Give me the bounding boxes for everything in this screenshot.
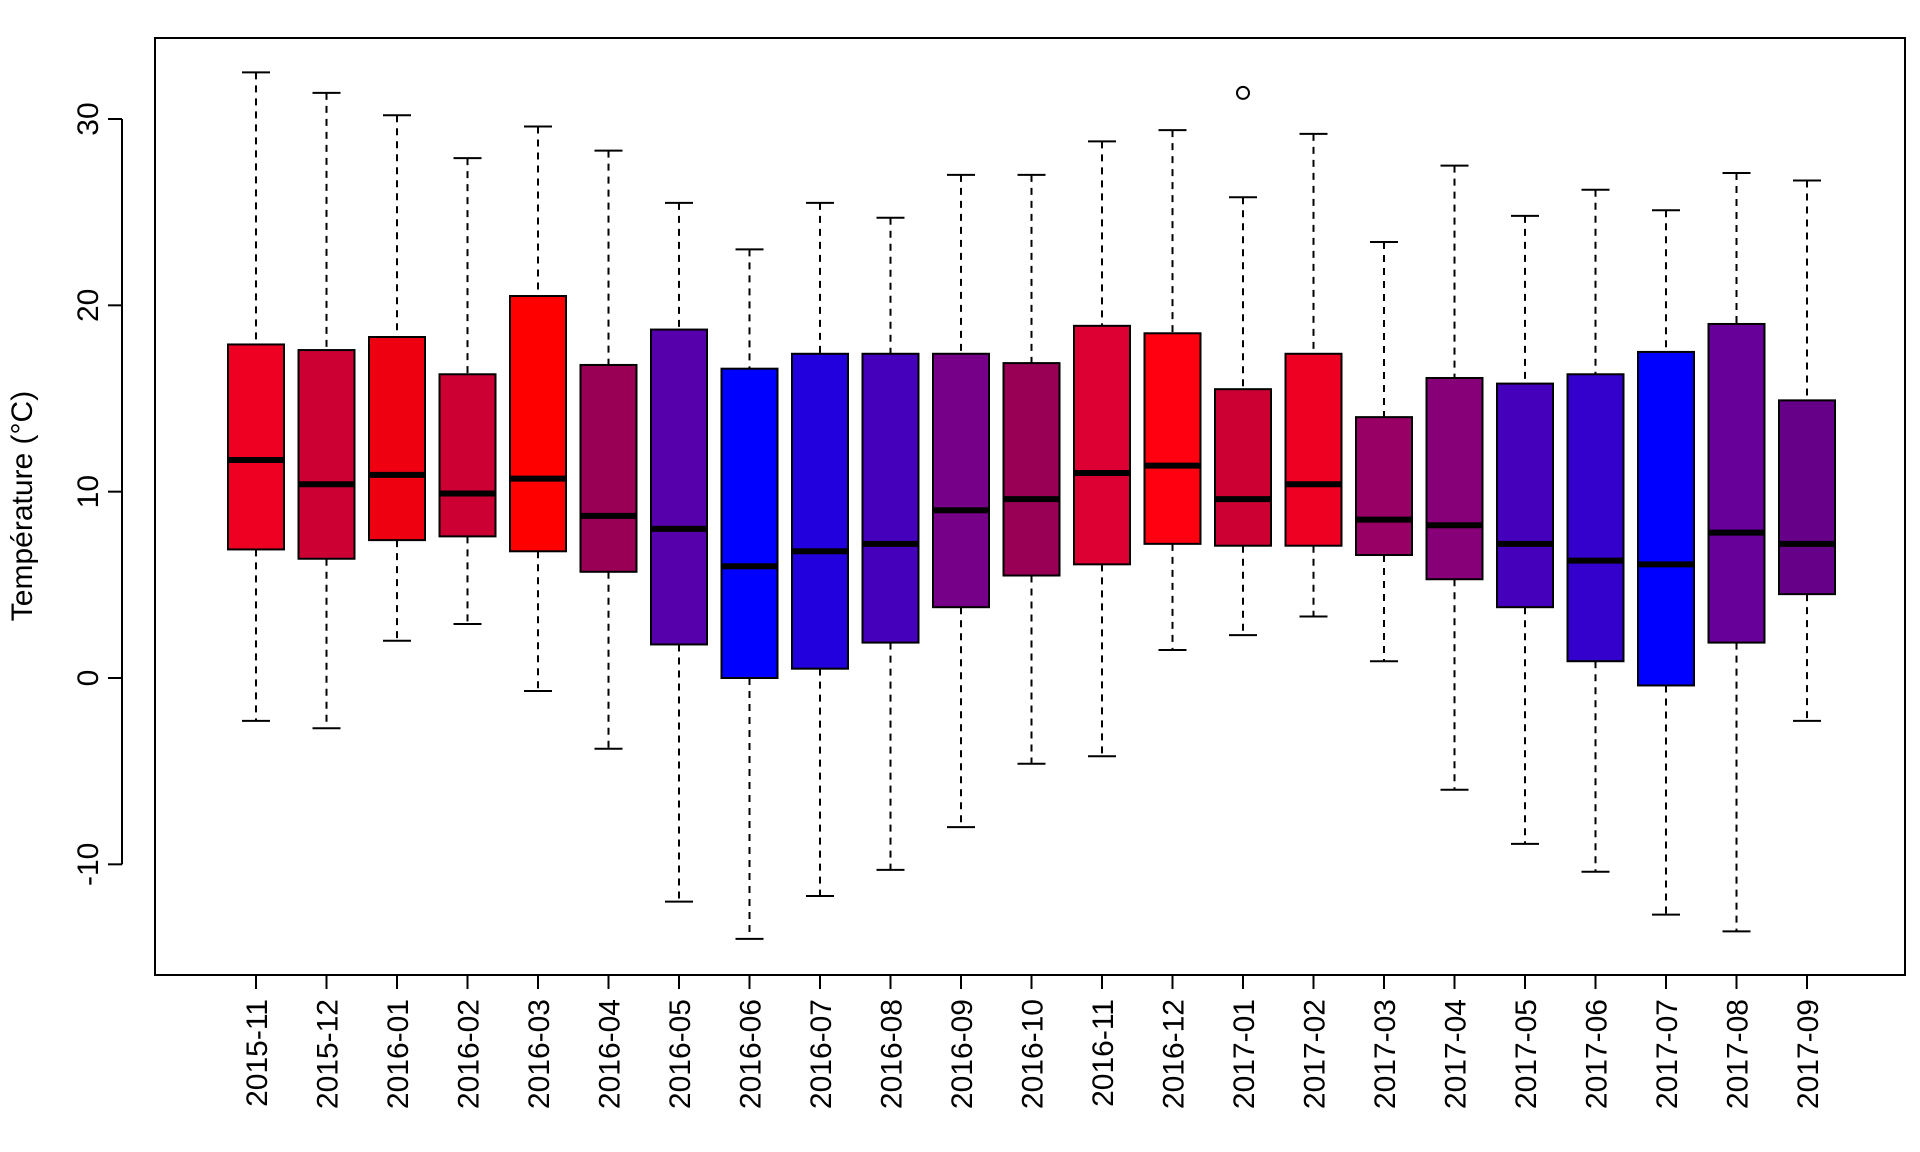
box-2015-12: [297, 91, 356, 730]
x-tick-label: 2017-02: [1299, 999, 1332, 1109]
box-2016-09: [932, 173, 990, 829]
box-2017-08: [1707, 172, 1766, 933]
outlier-point: [1236, 85, 1250, 100]
box-2016-07: [791, 201, 849, 898]
box-2017-06: [1566, 188, 1625, 873]
iqr-box: [297, 349, 356, 560]
iqr-box: [1073, 324, 1131, 566]
y-tick-label: -10: [72, 843, 105, 886]
x-tick-label: 2016-02: [453, 999, 486, 1109]
x-tick-label: 2016-05: [664, 999, 697, 1109]
y-tick-label: 10: [72, 475, 105, 508]
x-tick-label: 2015-11: [241, 999, 274, 1107]
box-2017-01: [1214, 85, 1272, 637]
x-tick-label: 2017-06: [1581, 999, 1614, 1109]
x-tick-label: 2016-04: [594, 999, 627, 1109]
x-tick-label: 2016-12: [1158, 999, 1191, 1109]
x-tick-label: 2017-03: [1369, 999, 1402, 1109]
box-2016-08: [861, 216, 920, 871]
iqr-box: [509, 295, 567, 553]
x-tick-label: 2016-11: [1087, 999, 1120, 1107]
box-2016-11: [1073, 140, 1131, 758]
x-tick-label: 2017-01: [1228, 999, 1261, 1109]
x-axis: 2015-11 2015-12 2016-01 2016-02 2016-03 2016-…: [241, 974, 1825, 1109]
y-tick-label: 0: [72, 670, 105, 687]
box-2017-02: [1284, 132, 1343, 618]
box-2017-07: [1637, 209, 1695, 916]
x-tick-label: 2017-04: [1440, 999, 1473, 1109]
x-tick-label: 2016-03: [523, 999, 556, 1109]
x-tick-label: 2015-12: [312, 999, 345, 1109]
box-2016-02: [438, 157, 497, 625]
box-2017-05: [1496, 214, 1554, 845]
box-2016-10: [1002, 173, 1061, 765]
iqr-box: [650, 328, 708, 646]
box-2017-04: [1425, 164, 1484, 791]
y-axis: -10 0 10 20 30: [72, 102, 123, 886]
x-tick-label: 2016-09: [946, 999, 979, 1109]
iqr-box: [1214, 388, 1272, 547]
iqr-box: [861, 352, 920, 644]
box-2015-11: [227, 71, 285, 722]
y-axis-title: Température (°C): [6, 391, 39, 621]
iqr-box: [932, 352, 990, 609]
iqr-box: [438, 373, 497, 538]
y-tick-label: 30: [72, 102, 105, 135]
x-tick-label: 2016-08: [876, 999, 909, 1109]
x-tick-label: 2016-07: [805, 999, 838, 1109]
x-tick-label: 2017-07: [1651, 999, 1684, 1109]
y-tick-label: 20: [72, 289, 105, 322]
iqr-box: [791, 352, 849, 670]
iqr-box: [227, 343, 285, 551]
box-2016-04: [579, 149, 638, 750]
box-2016-12: [1143, 129, 1202, 652]
box-2016-01: [368, 114, 426, 642]
iqr-box: [579, 363, 638, 573]
x-tick-label: 2017-05: [1510, 999, 1543, 1109]
iqr-box: [1566, 373, 1625, 663]
iqr-box: [1284, 352, 1343, 547]
iqr-box: [1778, 399, 1836, 596]
box-2016-06: [720, 248, 779, 940]
iqr-box: [1425, 377, 1484, 581]
iqr-box: [1143, 332, 1202, 545]
box-2017-03: [1355, 240, 1413, 663]
box-2017-09: [1778, 179, 1836, 722]
iqr-box: [1707, 322, 1766, 644]
x-tick-label: 2016-10: [1017, 999, 1050, 1109]
iqr-box: [1355, 416, 1413, 557]
box-2016-03: [509, 125, 567, 693]
iqr-box: [1496, 382, 1554, 609]
x-tick-label: 2017-09: [1792, 999, 1825, 1109]
iqr-box: [720, 367, 779, 679]
iqr-box: [368, 336, 426, 542]
iqr-box: [1002, 362, 1061, 577]
x-tick-label: 2017-08: [1722, 999, 1755, 1109]
x-tick-label: 2016-01: [382, 999, 415, 1109]
x-tick-label: 2016-06: [735, 999, 768, 1109]
boxes-group: [227, 71, 1836, 940]
iqr-box: [1637, 350, 1695, 687]
box-2016-05: [650, 201, 708, 903]
